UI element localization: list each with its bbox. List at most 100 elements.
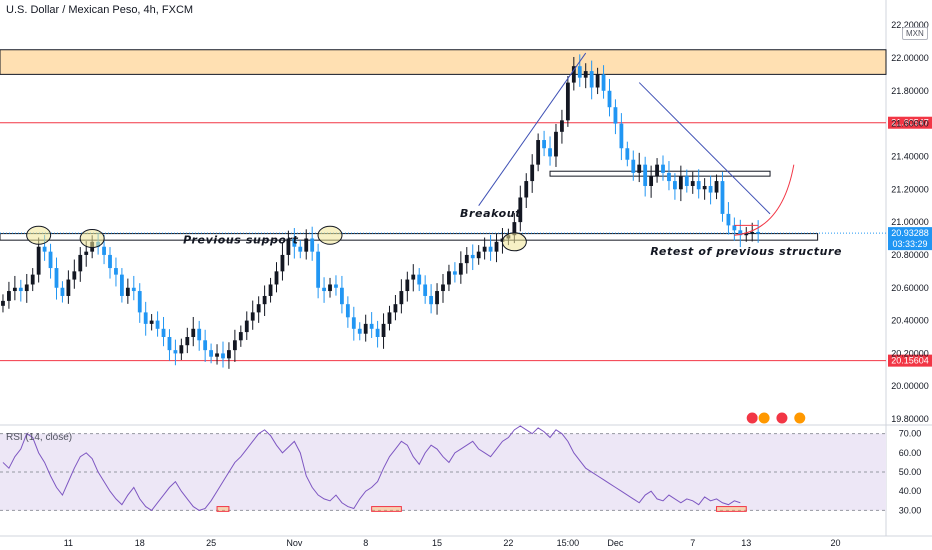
candle-body bbox=[678, 176, 683, 190]
drawing-layer[interactable]: Previous support Breakout Retest of previo… bbox=[26, 52, 842, 425]
price-tick-label: 20.60000 bbox=[891, 283, 929, 293]
candle-body bbox=[114, 268, 118, 275]
candle-body bbox=[738, 230, 743, 236]
time-tick-label: 15 bbox=[432, 538, 442, 548]
downtrend-arrow[interactable] bbox=[638, 82, 771, 215]
breakout-arrow[interactable] bbox=[478, 52, 587, 206]
candle-body bbox=[560, 120, 564, 132]
oversold-highlight[interactable] bbox=[371, 506, 402, 512]
candle-body bbox=[125, 287, 130, 296]
candle-body bbox=[387, 312, 392, 324]
axis-layer[interactable]: 21.60547 20.15604 19.80000 20.00000 20.20000… bbox=[64, 20, 932, 548]
rsi-tick-label: 60.00 bbox=[899, 448, 922, 458]
candle-body bbox=[227, 350, 231, 359]
highlight-ellipse[interactable] bbox=[26, 225, 52, 245]
candle-body bbox=[48, 251, 53, 269]
candle-body bbox=[340, 287, 344, 305]
level-price-label: 20.15604 bbox=[891, 356, 929, 366]
economic-event-icon[interactable] bbox=[757, 411, 771, 425]
oversold-highlight[interactable] bbox=[716, 506, 747, 512]
candle-body bbox=[334, 284, 338, 288]
candle-body bbox=[565, 82, 570, 121]
oversold-highlight[interactable] bbox=[216, 506, 230, 512]
candle-body bbox=[42, 246, 47, 252]
candle-body bbox=[637, 164, 642, 173]
highlight-ellipse[interactable] bbox=[317, 225, 343, 245]
time-tick-label: 13 bbox=[741, 538, 751, 548]
zone-layer bbox=[0, 49, 887, 241]
candle-body bbox=[649, 176, 654, 186]
candle-body bbox=[173, 350, 178, 354]
candle-body bbox=[393, 304, 398, 313]
highlight-ellipse[interactable] bbox=[79, 229, 105, 249]
price-tick-label: 20.40000 bbox=[891, 316, 929, 326]
zone-0[interactable] bbox=[0, 49, 887, 75]
candle-body bbox=[750, 231, 755, 234]
economic-event-icon[interactable] bbox=[775, 411, 789, 425]
highlight-ellipse[interactable] bbox=[501, 232, 527, 252]
time-tick-label: 8 bbox=[363, 538, 368, 548]
candle-body bbox=[66, 279, 71, 296]
candle-body bbox=[423, 284, 428, 296]
level-price-tag bbox=[888, 116, 932, 129]
candle-body bbox=[310, 238, 315, 252]
rsi-line[interactable] bbox=[2, 425, 741, 512]
time-tick-label: 22 bbox=[503, 538, 513, 548]
candle-body bbox=[708, 185, 713, 193]
candle-body bbox=[30, 274, 35, 285]
candle-body bbox=[24, 284, 29, 292]
candle-body bbox=[185, 337, 190, 346]
time-tick-label: 15:00 bbox=[557, 538, 580, 548]
candle-body bbox=[60, 287, 65, 296]
candle-body bbox=[322, 287, 326, 292]
annotation-text[interactable]: Breakout bbox=[460, 207, 521, 220]
candle-body bbox=[673, 181, 677, 190]
candle-body bbox=[744, 233, 749, 236]
annotation-text[interactable]: Retest of previous structure bbox=[650, 245, 842, 258]
candle-body bbox=[131, 287, 136, 292]
time-tick-label: 18 bbox=[135, 538, 145, 548]
zone-2[interactable] bbox=[549, 170, 771, 177]
candle-body bbox=[417, 274, 422, 285]
projection-curve[interactable] bbox=[734, 164, 795, 236]
zone-1[interactable] bbox=[0, 233, 819, 241]
candle-body bbox=[1, 300, 5, 306]
candle-body bbox=[78, 254, 83, 272]
candle-body bbox=[179, 345, 184, 354]
economic-event-icon[interactable] bbox=[793, 411, 807, 425]
candle-body bbox=[607, 90, 612, 108]
time-tick-label: Dec bbox=[607, 538, 624, 548]
annotation-text[interactable]: Previous support bbox=[183, 233, 298, 246]
candle-body bbox=[119, 274, 124, 296]
currency-badge[interactable]: MXN bbox=[902, 27, 928, 40]
candle-body bbox=[149, 320, 154, 324]
candle-body bbox=[530, 164, 535, 182]
candle-body bbox=[518, 197, 523, 223]
price-tick-label: 19.80000 bbox=[891, 414, 929, 424]
candle-body bbox=[482, 246, 487, 252]
candle-body bbox=[209, 350, 213, 357]
candle-body bbox=[661, 164, 665, 173]
candle-body bbox=[304, 238, 309, 252]
time-tick-label: 7 bbox=[690, 538, 695, 548]
candle-layer bbox=[1, 54, 761, 369]
price-tick-label: 21.60000 bbox=[891, 119, 929, 129]
candle-body bbox=[292, 238, 297, 247]
candle-body bbox=[613, 107, 618, 124]
price-tick-label: 21.80000 bbox=[891, 86, 929, 96]
candle-body bbox=[238, 332, 243, 341]
candle-body bbox=[262, 295, 267, 305]
price-tick-label: 21.00000 bbox=[891, 217, 929, 227]
candle-body bbox=[470, 254, 475, 259]
rsi-indicator-label[interactable]: RSI (14, close) bbox=[6, 432, 73, 443]
candle-body bbox=[429, 295, 434, 305]
candle-body bbox=[720, 181, 725, 214]
candle-body bbox=[702, 185, 707, 190]
candle-body bbox=[589, 71, 594, 88]
candle-body bbox=[667, 172, 671, 182]
candle-body bbox=[583, 71, 588, 78]
economic-event-icon[interactable] bbox=[745, 411, 759, 425]
candle-body bbox=[577, 66, 582, 78]
